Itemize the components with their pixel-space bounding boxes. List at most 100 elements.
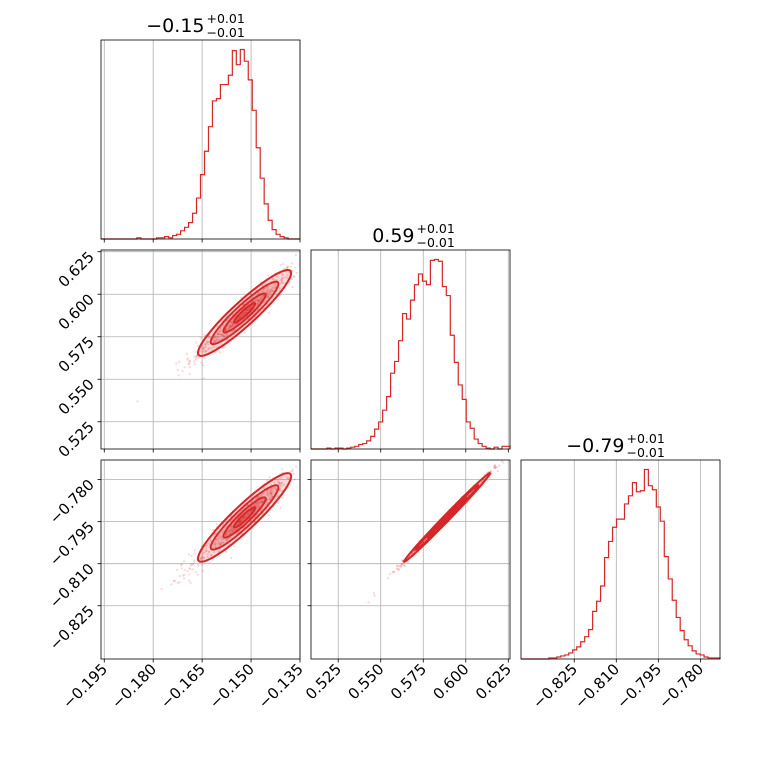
sample-point bbox=[214, 545, 217, 548]
sample-point bbox=[227, 529, 230, 532]
sample-point bbox=[280, 277, 284, 280]
sample-point bbox=[280, 278, 284, 281]
sample-point bbox=[258, 501, 261, 504]
sample-point bbox=[269, 494, 273, 497]
scatter-panel bbox=[136, 253, 300, 403]
y-tick-label: 0.600 bbox=[55, 290, 98, 333]
sample-point bbox=[241, 313, 244, 316]
sample-point bbox=[228, 531, 232, 534]
sample-point bbox=[229, 325, 232, 328]
y-tick-label: −0.795 bbox=[46, 518, 98, 570]
y-tick-label: 0.525 bbox=[55, 418, 98, 461]
sample-point bbox=[185, 352, 188, 355]
sample-point bbox=[216, 325, 219, 328]
y-tick-label: 0.550 bbox=[55, 375, 98, 418]
sample-point bbox=[204, 342, 207, 345]
sample-point bbox=[221, 530, 224, 533]
sample-point bbox=[225, 538, 228, 542]
sample-point bbox=[291, 285, 294, 289]
x-tick-label: 0.525 bbox=[302, 660, 345, 703]
sample-point bbox=[208, 550, 211, 554]
sample-point bbox=[524, 435, 526, 437]
x-tick-label: 0.600 bbox=[430, 660, 473, 703]
sample-point bbox=[392, 570, 395, 574]
sample-point bbox=[237, 316, 240, 319]
sample-point bbox=[216, 542, 219, 546]
histogram-bin bbox=[652, 490, 656, 659]
sample-point bbox=[284, 276, 287, 279]
sample-point bbox=[189, 581, 192, 585]
sample-point bbox=[226, 334, 229, 337]
histogram-bin bbox=[236, 65, 240, 239]
sample-point bbox=[268, 290, 271, 293]
sample-point bbox=[214, 543, 217, 546]
param-title: −0.15 bbox=[146, 15, 204, 37]
grid-layer bbox=[101, 40, 701, 659]
sample-point bbox=[219, 536, 222, 539]
sample-point bbox=[205, 345, 208, 349]
sample-point bbox=[286, 276, 289, 280]
sample-point bbox=[270, 487, 273, 490]
sample-point bbox=[236, 527, 239, 530]
sample-point bbox=[195, 341, 198, 344]
histogram-bin bbox=[442, 287, 446, 449]
sample-point bbox=[257, 504, 261, 508]
sample-point bbox=[285, 266, 289, 270]
y-tick-label: −0.825 bbox=[46, 602, 98, 654]
sample-point bbox=[275, 292, 278, 295]
sample-point bbox=[280, 489, 283, 493]
sample-point bbox=[280, 481, 283, 485]
frame-layer bbox=[97, 39, 721, 663]
sample-point bbox=[267, 494, 271, 497]
sample-point bbox=[238, 521, 241, 524]
density-contour bbox=[232, 506, 256, 529]
sample-point bbox=[490, 470, 493, 473]
x-tick-label: −0.810 bbox=[571, 660, 623, 712]
sample-point bbox=[231, 322, 235, 326]
sample-point bbox=[257, 501, 260, 504]
sample-point bbox=[218, 351, 221, 354]
sample-point bbox=[269, 290, 272, 293]
sample-point bbox=[268, 290, 271, 294]
sample-point bbox=[501, 461, 505, 464]
sample-point bbox=[230, 325, 233, 328]
sample-point bbox=[192, 355, 196, 358]
sample-point bbox=[206, 542, 210, 545]
sample-point bbox=[243, 515, 246, 518]
sample-point bbox=[276, 494, 280, 497]
sample-point bbox=[207, 347, 210, 350]
sample-point bbox=[256, 302, 259, 306]
sample-point bbox=[229, 529, 232, 532]
sample-point bbox=[218, 542, 221, 545]
sample-point bbox=[267, 295, 270, 298]
sample-point bbox=[206, 340, 209, 343]
sample-point bbox=[220, 541, 224, 544]
sample-point bbox=[202, 347, 205, 350]
sample-point bbox=[229, 320, 233, 323]
sample-point bbox=[275, 278, 278, 282]
sample-point bbox=[289, 483, 292, 486]
histogram-bin bbox=[220, 85, 224, 239]
sample-point bbox=[494, 465, 497, 468]
sample-point bbox=[264, 503, 267, 506]
sample-point bbox=[180, 563, 184, 566]
sample-point bbox=[202, 377, 205, 380]
sample-point bbox=[242, 515, 245, 519]
sample-point bbox=[267, 514, 271, 517]
param-title: −0.79 bbox=[566, 435, 624, 457]
sample-point bbox=[212, 550, 216, 554]
sample-point bbox=[293, 478, 297, 481]
sample-point bbox=[253, 300, 256, 303]
x-tick-label: 0.550 bbox=[344, 660, 387, 703]
sample-point bbox=[289, 265, 292, 268]
sample-point bbox=[254, 289, 257, 292]
sample-point bbox=[239, 315, 242, 318]
x-tick-label: −0.180 bbox=[108, 660, 160, 712]
sample-point bbox=[259, 305, 263, 308]
sample-point bbox=[287, 476, 290, 480]
x-tick-label: −0.195 bbox=[59, 660, 111, 712]
sample-point bbox=[188, 567, 191, 570]
sample-point bbox=[400, 566, 403, 569]
sample-point bbox=[396, 565, 399, 568]
sample-point bbox=[273, 481, 276, 484]
